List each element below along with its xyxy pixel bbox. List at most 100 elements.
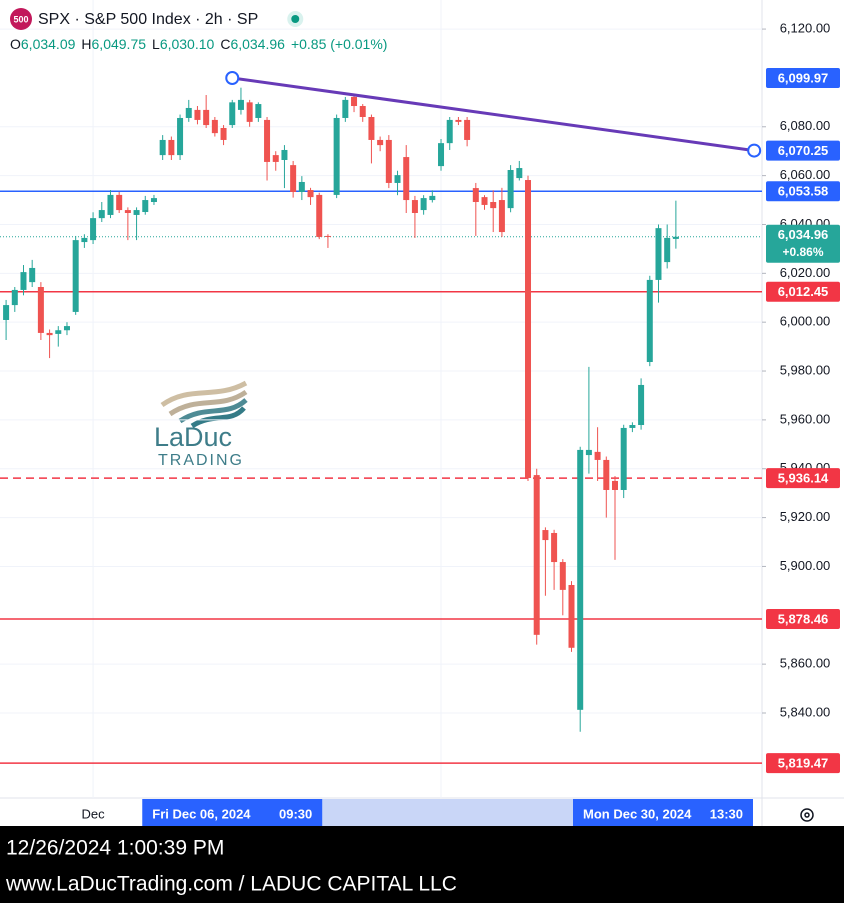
- trendline: [232, 76, 755, 153]
- ohlc-key: C: [220, 36, 230, 52]
- candle-body: [168, 139, 175, 156]
- candle-body: [185, 107, 192, 118]
- trendline-handle: [225, 70, 240, 85]
- last-price-change: +0.86%: [782, 245, 823, 259]
- symbol-badge-label: 500: [13, 14, 28, 24]
- candle-body: [455, 119, 462, 122]
- candle-body: [664, 237, 671, 263]
- candle-body: [177, 117, 184, 156]
- candle-body: [298, 181, 305, 192]
- candle-body: [307, 190, 314, 198]
- footer-timestamp: 12/26/2024 1:00:39 PM: [6, 837, 224, 860]
- candle-body: [272, 155, 279, 162]
- candle-body: [116, 194, 123, 211]
- candle-body: [429, 195, 436, 201]
- candle-body: [629, 425, 636, 428]
- y-tick-label: 6,120.00: [780, 21, 831, 36]
- ohlc-legend: O6,034.09 H6,049.75 L6,030.10 C6,034.96 +0.8…: [10, 36, 387, 52]
- candle-body: [516, 168, 523, 179]
- level-badge: [766, 468, 840, 489]
- settings-icon[interactable]: [804, 812, 810, 818]
- candle-body: [620, 427, 627, 490]
- candle-body: [377, 139, 384, 146]
- candle-body: [324, 235, 331, 237]
- candle-body: [229, 102, 236, 126]
- candle-body: [525, 180, 532, 479]
- candle-body: [46, 332, 53, 336]
- candle-body: [55, 330, 62, 334]
- candle-body: [411, 200, 418, 213]
- candle-body: [237, 99, 244, 110]
- candle-body: [481, 197, 488, 205]
- market-status-dot: [291, 15, 300, 23]
- settings-button[interactable]: [800, 808, 814, 822]
- candle-body: [351, 96, 358, 107]
- chart-title: SPX · S&P 500 Index · 2h · SP: [38, 11, 258, 28]
- candle-body: [203, 109, 210, 126]
- candle-body: [264, 119, 271, 162]
- level-badge-label: 5,819.47: [778, 756, 829, 771]
- candle-body: [507, 170, 514, 209]
- candle-body: [63, 326, 70, 331]
- level-badge: [766, 609, 840, 630]
- trendline-badge-label: 6,099.97: [778, 70, 829, 85]
- watermark-brand: LaDuc: [154, 422, 232, 452]
- candle-body: [646, 279, 653, 362]
- level-badge: [766, 281, 840, 302]
- candle-body: [394, 175, 401, 183]
- logo-wave: [160, 380, 248, 408]
- candle-body: [533, 475, 540, 635]
- level-badge: [766, 181, 840, 202]
- candle-body: [438, 143, 445, 167]
- ohlc-value: 6,049.75: [92, 36, 147, 52]
- logo-wave: [190, 406, 246, 429]
- ohlc-key: L: [152, 36, 160, 52]
- ohlc-value: 6,034.96: [230, 36, 285, 52]
- candle-body: [37, 287, 44, 333]
- candle-body: [594, 451, 601, 460]
- candle-body: [133, 210, 140, 215]
- y-tick-label: 5,920.00: [780, 509, 831, 524]
- candle-body: [124, 210, 131, 213]
- candle-body: [11, 289, 18, 306]
- candle-body: [359, 106, 366, 118]
- y-tick-label: 5,900.00: [780, 558, 831, 573]
- watermark: LaDuc TRADING: [154, 380, 248, 469]
- trendline-badge: [766, 67, 840, 88]
- candle-body: [142, 200, 149, 213]
- level-badge-label: 6,053.58: [778, 184, 829, 199]
- time-marker-date: Mon Dec 30, 2024: [583, 806, 692, 821]
- candle-body: [368, 117, 375, 140]
- level-badge-label: 5,878.46: [778, 611, 829, 626]
- y-tick-label: 5,960.00: [780, 411, 831, 426]
- trendline-handle: [747, 143, 762, 158]
- ohlc-value: 6,034.09: [21, 36, 76, 52]
- candle-body: [150, 198, 157, 203]
- ohlc-key: H: [81, 36, 91, 52]
- settings-icon[interactable]: [800, 808, 814, 822]
- candle-body: [559, 562, 566, 590]
- candle-body: [542, 530, 549, 541]
- candle-body: [342, 99, 349, 118]
- candle-body: [585, 449, 592, 456]
- candle-body: [246, 102, 253, 122]
- candle-body: [72, 240, 79, 312]
- candle-body: [81, 237, 88, 243]
- trendline-badge-label: 6,070.25: [778, 143, 829, 158]
- x-tick-label: Dec: [82, 806, 106, 821]
- level-badge: [766, 753, 840, 774]
- level-badge-label: 5,936.14: [778, 471, 829, 486]
- logo-wave: [168, 389, 248, 417]
- candle-body: [107, 194, 114, 215]
- candle-body: [568, 585, 575, 648]
- symbol-badge: [10, 8, 32, 30]
- candle-body: [98, 210, 105, 219]
- candle-body: [551, 532, 558, 563]
- y-tick-label: 5,860.00: [780, 656, 831, 671]
- footer-credit: www.LaDucTrading.com / LADUC CAPITAL LLC: [5, 873, 457, 896]
- candle-body: [211, 119, 218, 134]
- candle-body: [611, 480, 618, 490]
- candle-body: [220, 127, 227, 140]
- time-marker-badge: [573, 799, 753, 826]
